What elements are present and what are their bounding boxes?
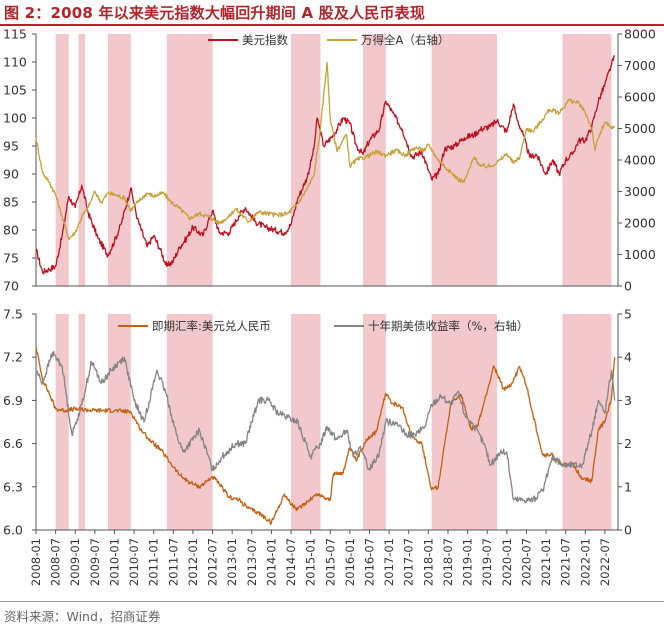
right-tick-label: 3000: [624, 184, 656, 199]
x-tick-label: 2009-01: [68, 538, 82, 586]
x-tick-label: 2014-01: [264, 538, 278, 586]
shaded-period-7: [431, 314, 498, 530]
x-tick-label: 2011-01: [147, 538, 161, 586]
shaded-period-3: [107, 314, 131, 530]
chart-title: 图 2：2008 年以来美元指数大幅回升期间 A 股及人民币表现: [4, 4, 426, 22]
title-rule: [0, 24, 664, 26]
x-tick-label: 2021-01: [539, 538, 553, 586]
shaded-period-2: [78, 34, 86, 286]
x-tick-label: 2012-07: [206, 538, 220, 586]
left-tick-label: 70: [3, 279, 19, 294]
right-tick-label: 3: [624, 393, 632, 408]
right-tick-label: 0: [624, 523, 632, 538]
right-tick-label: 1000: [624, 247, 656, 262]
left-tick-label: 90: [3, 167, 19, 182]
series-line-right: [35, 350, 616, 504]
x-tick-label: 2011-07: [166, 538, 180, 586]
right-tick-label: 5: [624, 307, 632, 322]
shaded-period-6: [362, 314, 386, 530]
left-tick-label: 80: [3, 223, 19, 238]
x-tick-label: 2010-01: [108, 538, 122, 586]
left-tick-label: 75: [3, 251, 19, 266]
x-tick-label: 2019-01: [461, 538, 475, 586]
left-tick-label: 6.9: [3, 393, 23, 408]
legend-label: 即期汇率:美元兑人民币: [152, 319, 271, 333]
x-tick-label: 2017-07: [402, 538, 416, 586]
right-tick-label: 2: [624, 436, 632, 451]
legend-label: 美元指数: [242, 33, 288, 47]
bottom-panel: 6.0 6.3 6.6 6.9 7.2 7.5 0 1 2 3 4 5 即期汇率:美元兑人民币 十年期美债…: [3, 307, 632, 538]
source-note: 资料来源：Wind，招商证券: [4, 609, 161, 624]
x-tick-label: 2016-01: [343, 538, 357, 586]
x-tick-label: 2015-01: [304, 538, 318, 586]
x-tick-label: 2008-07: [49, 538, 63, 586]
shaded-period-1: [55, 314, 69, 530]
x-tick-label: 2010-07: [127, 538, 141, 586]
x-tick-label: 2018-01: [421, 538, 435, 586]
shaded-period-2: [78, 314, 86, 530]
left-tick-label: 7.2: [3, 350, 23, 365]
footer-rule: [0, 601, 664, 602]
x-tick-label: 2015-07: [323, 538, 337, 586]
x-axis: 2008-01 2008-07 2009-01 2009-07 2010-01 2010-…: [29, 530, 612, 586]
left-tick-label: 95: [3, 139, 19, 154]
left-tick-label: 115: [3, 27, 27, 42]
x-tick-label: 2022-01: [578, 538, 592, 586]
series-line-right: [35, 61, 616, 241]
left-tick-label: 110: [3, 55, 27, 70]
legend-label: 万得全A（右轴）: [361, 33, 449, 47]
left-tick-label: 85: [3, 195, 19, 210]
right-tick-label: 8000: [624, 27, 656, 42]
right-tick-label: 1: [624, 479, 632, 494]
right-tick-label: 6000: [624, 90, 656, 105]
x-tick-label: 2020-01: [500, 538, 514, 586]
x-tick-label: 2016-07: [363, 538, 377, 586]
x-tick-label: 2013-01: [225, 538, 239, 586]
x-tick-label: 2017-01: [382, 538, 396, 586]
left-tick-label: 7.5: [3, 307, 23, 322]
legend-label: 十年期美债收益率（%，右轴）: [368, 319, 528, 333]
x-tick-label: 2009-07: [88, 538, 102, 586]
shaded-period-4: [166, 314, 213, 530]
left-tick-label: 105: [3, 83, 27, 98]
shaded-period-3: [107, 34, 131, 286]
series-line-left: [35, 55, 616, 275]
x-tick-label: 2012-01: [186, 538, 200, 586]
x-tick-label: 2013-07: [245, 538, 259, 586]
right-tick-label: 0: [624, 279, 632, 294]
right-tick-label: 4000: [624, 153, 656, 168]
left-tick-label: 6.6: [3, 436, 23, 451]
x-tick-label: 2021-07: [559, 538, 573, 586]
right-tick-label: 4: [624, 350, 632, 365]
shaded-period-4: [166, 34, 213, 286]
x-tick-label: 2019-07: [480, 538, 494, 586]
shaded-period-1: [55, 34, 69, 286]
x-tick-label: 2018-07: [441, 538, 455, 586]
top-panel: 70 75 80 85 90 95 100 105 110 115 0 1000 2000 3000 400…: [3, 27, 656, 294]
series-line-left: [35, 347, 616, 526]
x-tick-label: 2020-07: [519, 538, 533, 586]
shaded-period-7: [431, 34, 498, 286]
shaded-period-8: [562, 34, 612, 286]
left-tick-label: 100: [3, 111, 27, 126]
right-tick-label: 2000: [624, 216, 656, 231]
right-tick-label: 5000: [624, 121, 656, 136]
x-tick-label: 2008-01: [29, 538, 43, 586]
x-tick-label: 2014-07: [284, 538, 298, 586]
left-tick-label: 6.0: [3, 523, 23, 538]
right-tick-label: 7000: [624, 58, 656, 73]
shaded-period-6: [362, 34, 386, 286]
left-tick-label: 6.3: [3, 479, 23, 494]
x-tick-label: 2022-07: [598, 538, 612, 586]
